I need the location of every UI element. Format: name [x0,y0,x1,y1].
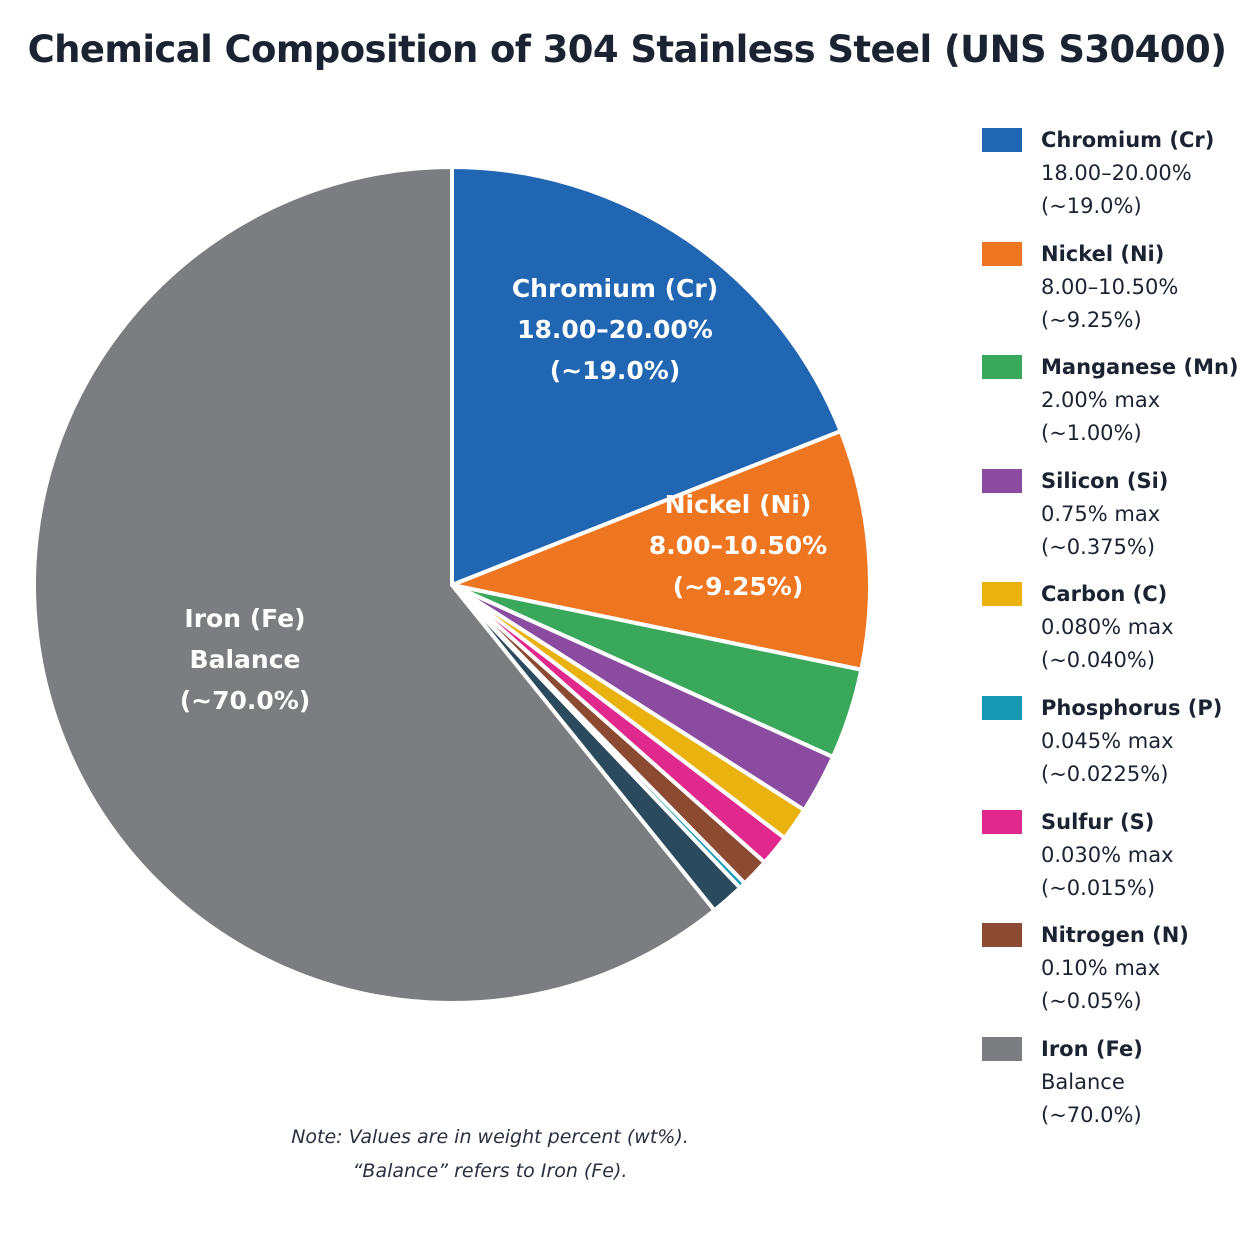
pie-slice-nickel [450,429,872,672]
slice-label-line: Iron (Fe) [184,604,305,633]
legend-name: Nickel (Ni) [1041,241,1165,266]
legend-item-nitrogen: Nitrogen (N) 0.10% max (~0.05%) [982,919,1250,1033]
legend-item-phosphorus: Phosphorus (P) 0.045% max (~0.0225%) [982,692,1250,806]
chart-note: Note: Values are in weight percent (wt%)… [240,1120,740,1188]
legend-approx: (~0.375%) [1041,534,1156,559]
legend-range: 0.080% max [1041,615,1174,640]
slice-label-line: Balance [190,645,301,674]
legend-item-carbon: Carbon (C) 0.080% max (~0.040%) [982,578,1250,692]
slice-label-line: 18.00–20.00% [517,315,713,344]
legend-range: 0.75% max [1041,501,1161,526]
legend-name: Carbon (C) [1041,582,1168,607]
legend-name: Manganese (Mn) [1041,355,1239,380]
legend-text: Sulfur (S) 0.030% max (~0.015%) [1041,806,1174,905]
slice-label-chromium: Chromium (Cr) 18.00–20.00% (~19.0%) [512,274,718,385]
note-line-2: “Balance” refers to Iron (Fe). [352,1160,628,1182]
legend-range: 18.00–20.00% [1041,161,1192,185]
legend-swatch [982,1036,1022,1061]
legend-approx: (~0.040%) [1041,648,1156,673]
legend-range: 0.10% max [1041,956,1161,981]
legend-approx: (~0.0225%) [1041,761,1169,786]
legend-range: 2.00% max [1041,388,1161,413]
legend-text: Nickel (Ni) 8.00–10.50% (~9.25%) [1041,238,1178,337]
legend-text: Iron (Fe) Balance (~70.0%) [1041,1033,1143,1132]
legend-text: Phosphorus (P) 0.045% max (~0.0225%) [1041,692,1222,791]
legend-name: Chromium (Cr) [1041,128,1215,152]
legend-item-sulfur: Sulfur (S) 0.030% max (~0.015%) [982,806,1250,920]
legend-text: Carbon (C) 0.080% max (~0.040%) [1041,578,1174,677]
legend-item-chromium: Chromium (Cr) 18.00–20.00% (~19.0%) [982,124,1250,238]
chart-legend: Chromium (Cr) 18.00–20.00% (~19.0%) Nickel … [982,124,1250,1146]
legend-approx: (~19.0%) [1041,194,1142,218]
legend-range: Balance [1041,1069,1125,1094]
slice-label-line: (~9.25%) [673,572,804,601]
pie-slice-chromium [450,165,843,587]
legend-name: Nitrogen (N) [1041,923,1189,948]
legend-swatch [982,695,1022,720]
legend-swatch [982,582,1022,607]
slice-label-line: (~70.0%) [180,686,311,715]
slice-label-line: Nickel (Ni) [665,490,812,519]
legend-swatch [982,468,1022,493]
slice-label-line: 8.00–10.50% [649,531,827,560]
legend-item-manganese: Manganese (Mn) 2.00% max (~1.00%) [982,351,1250,465]
legend-text: Silicon (Si) 0.75% max (~0.375%) [1041,465,1168,564]
legend-item-nickel: Nickel (Ni) 8.00–10.50% (~9.25%) [982,238,1250,352]
legend-approx: (~0.05%) [1041,989,1142,1014]
slice-label-nickel: Nickel (Ni) 8.00–10.50% (~9.25%) [649,490,827,601]
slice-label-line: (~19.0%) [550,356,681,385]
legend-swatch [982,241,1022,266]
legend-swatch [982,923,1022,948]
legend-name: Iron (Fe) [1041,1036,1143,1061]
note-line-1: Note: Values are in weight percent (wt%)… [291,1126,689,1148]
chart-title: Chemical Composition of 304 Stainless St… [27,28,1227,71]
pie-slice-iron [32,165,717,1005]
legend-text: Chromium (Cr) 18.00–20.00% (~19.0%) [1041,124,1214,223]
legend-name: Phosphorus (P) [1041,695,1223,720]
legend-range: 8.00–10.50% [1041,274,1179,299]
legend-swatch [982,128,1022,152]
legend-approx: (~1.00%) [1041,421,1142,446]
legend-item-iron: Iron (Fe) Balance (~70.0%) [982,1033,1250,1147]
slice-label-line: Chromium (Cr) [512,274,718,303]
legend-swatch [982,809,1022,834]
legend-approx: (~0.015%) [1041,875,1156,900]
legend-approx: (~70.0%) [1041,1102,1142,1127]
legend-name: Sulfur (S) [1041,809,1155,834]
legend-text: Manganese (Mn) 2.00% max (~1.00%) [1041,351,1239,450]
legend-name: Silicon (Si) [1041,468,1169,493]
slice-label-iron: Iron (Fe) Balance (~70.0%) [180,604,311,715]
legend-swatch [982,355,1022,380]
legend-range: 0.045% max [1041,728,1174,753]
legend-text: Nitrogen (N) 0.10% max (~0.05%) [1041,919,1189,1018]
legend-range: 0.030% max [1041,842,1174,867]
legend-approx: (~9.25%) [1041,307,1142,332]
legend-item-silicon: Silicon (Si) 0.75% max (~0.375%) [982,465,1250,579]
